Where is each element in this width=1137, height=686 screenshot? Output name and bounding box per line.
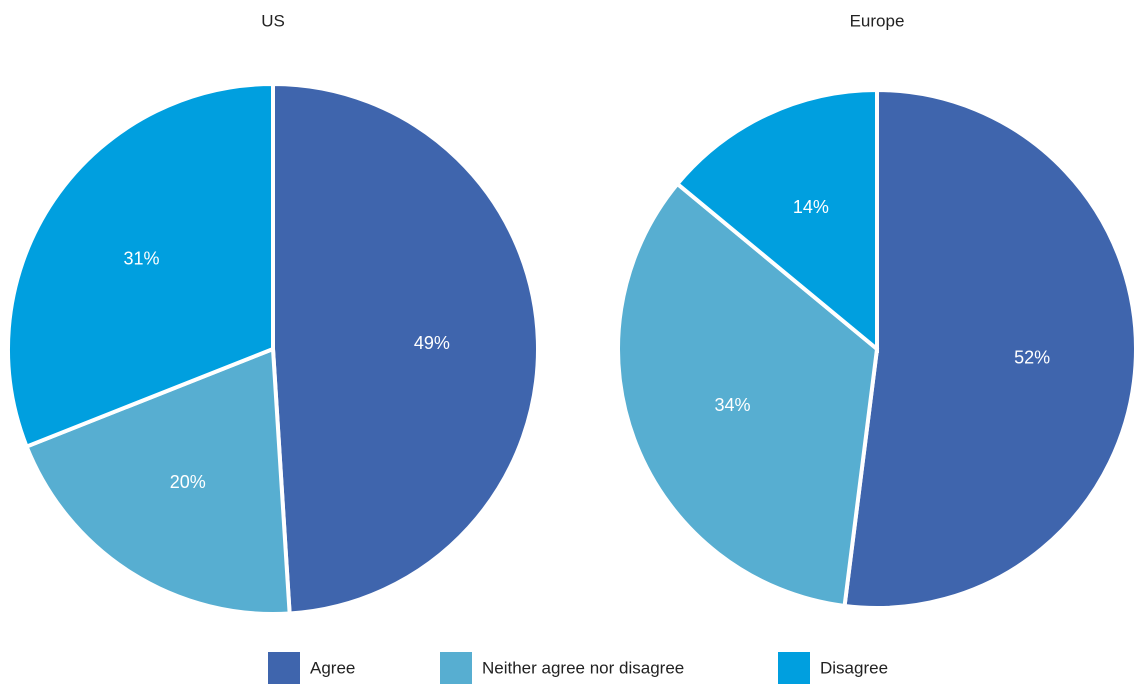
pie-slice bbox=[24, 346, 292, 616]
pie-slice bbox=[842, 87, 1137, 610]
chart-title: US bbox=[261, 11, 285, 30]
pie-slice bbox=[271, 81, 540, 616]
legend-swatch bbox=[440, 652, 472, 684]
legend-label: Neither agree nor disagree bbox=[482, 658, 684, 677]
legend-swatch bbox=[778, 652, 810, 684]
data-label: 34% bbox=[714, 395, 750, 415]
pie-slice bbox=[674, 87, 879, 354]
data-label: 52% bbox=[1014, 348, 1050, 368]
legend-swatch bbox=[268, 652, 300, 684]
pie-slice bbox=[6, 81, 275, 450]
data-label: 20% bbox=[170, 472, 206, 492]
chart-title: Europe bbox=[850, 11, 905, 30]
legend-label: Agree bbox=[310, 658, 355, 677]
pie-slice bbox=[616, 181, 880, 609]
data-label: 49% bbox=[414, 333, 450, 353]
data-label: 14% bbox=[793, 197, 829, 217]
legend-label: Disagree bbox=[820, 658, 888, 677]
data-label: 31% bbox=[123, 248, 159, 268]
